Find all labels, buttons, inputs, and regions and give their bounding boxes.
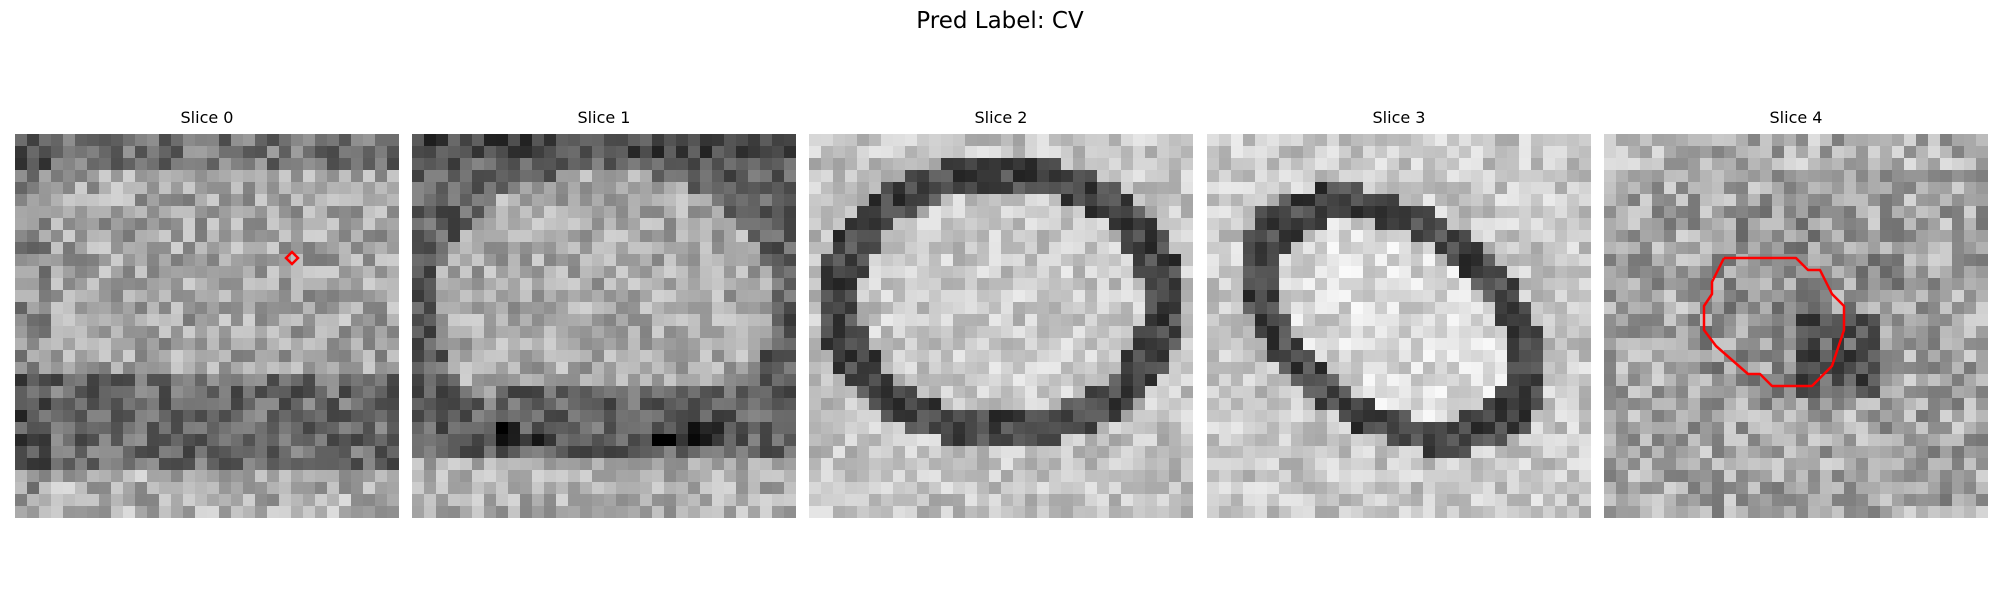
slice-4-contour	[1702, 256, 1846, 388]
panel-title-slice-1: Slice 1	[577, 108, 631, 127]
slice-4-contour-overlay	[1702, 256, 1846, 388]
slice-3-panel	[1207, 134, 1591, 518]
slice-0-image	[15, 134, 399, 518]
slice-0-contour-overlay	[284, 250, 300, 266]
slice-1-image	[412, 134, 796, 518]
slice-1-panel	[412, 134, 796, 518]
slice-4-image	[1604, 134, 1988, 518]
panel-title-slice-3: Slice 3	[1372, 108, 1426, 127]
slice-2-panel	[809, 134, 1193, 518]
slice-2-image	[809, 134, 1193, 518]
panel-title-slice-2: Slice 2	[974, 108, 1028, 127]
slice-0-panel	[15, 134, 399, 518]
panel-title-slice-4: Slice 4	[1769, 108, 1823, 127]
panel-title-slice-0: Slice 0	[180, 108, 234, 127]
slice-0-contour	[284, 250, 300, 266]
figure-title: Pred Label: CV	[916, 8, 1084, 34]
slice-4-panel	[1604, 134, 1988, 518]
slice-3-image	[1207, 134, 1591, 518]
